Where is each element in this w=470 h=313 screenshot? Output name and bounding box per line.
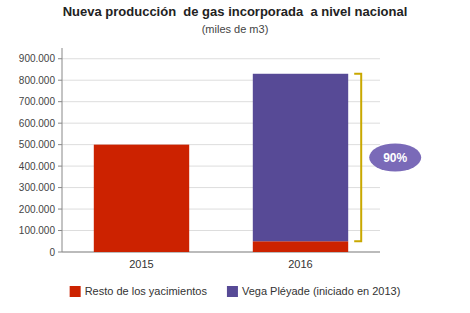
annotation-text: 90% [383,151,407,165]
y-tick-label: 900.000 [19,53,56,64]
y-tick [58,166,62,167]
y-tick [58,252,62,253]
bar-segment [253,241,348,252]
bar-segment [94,144,189,145]
legend-swatch [70,286,81,297]
legend-swatch [227,286,238,297]
x-tick-label: 2015 [129,258,153,270]
title: Nueva producción de gas incorporada a ni… [63,4,408,19]
y-tick [58,187,62,188]
grid [62,59,380,252]
y-tick-label: 400.000 [19,161,56,172]
grid-line [62,58,380,59]
bracket [354,74,361,241]
y-axis [62,48,63,252]
y-tick [58,144,62,145]
annotation: 90% [354,74,421,241]
annotation-ellipse [369,144,421,172]
y-tick-label: 100.000 [19,225,56,236]
y-tick-label: 300.000 [19,182,56,193]
y-tick [58,101,62,102]
y-tick-label: 200.000 [19,204,56,215]
bars [94,74,348,252]
legend-label: Resto de los yacimientos [85,285,208,297]
bar-segment [94,145,189,252]
y-tick [58,58,62,59]
subtitle: (miles de m3) [202,23,269,35]
chart: Nueva producción de gas incorporada a ni… [0,0,470,313]
x-tick-label: 2016 [288,258,312,270]
bar-segment [253,74,348,241]
legend-label: Vega Pléyade (iniciado en 2013) [242,285,400,297]
y-tick-label: 800.000 [19,75,56,86]
y-tick-label: 500.000 [19,139,56,150]
y-tick [58,209,62,210]
y-tick [58,123,62,124]
y-tick-label: 700.000 [19,96,56,107]
y-tick [58,230,62,231]
y-tick-label: 600.000 [19,118,56,129]
y-tick [58,80,62,81]
y-tick-label: 0 [49,247,55,258]
legend: Resto de los yacimientos Vega Pléyade (in… [70,285,401,297]
